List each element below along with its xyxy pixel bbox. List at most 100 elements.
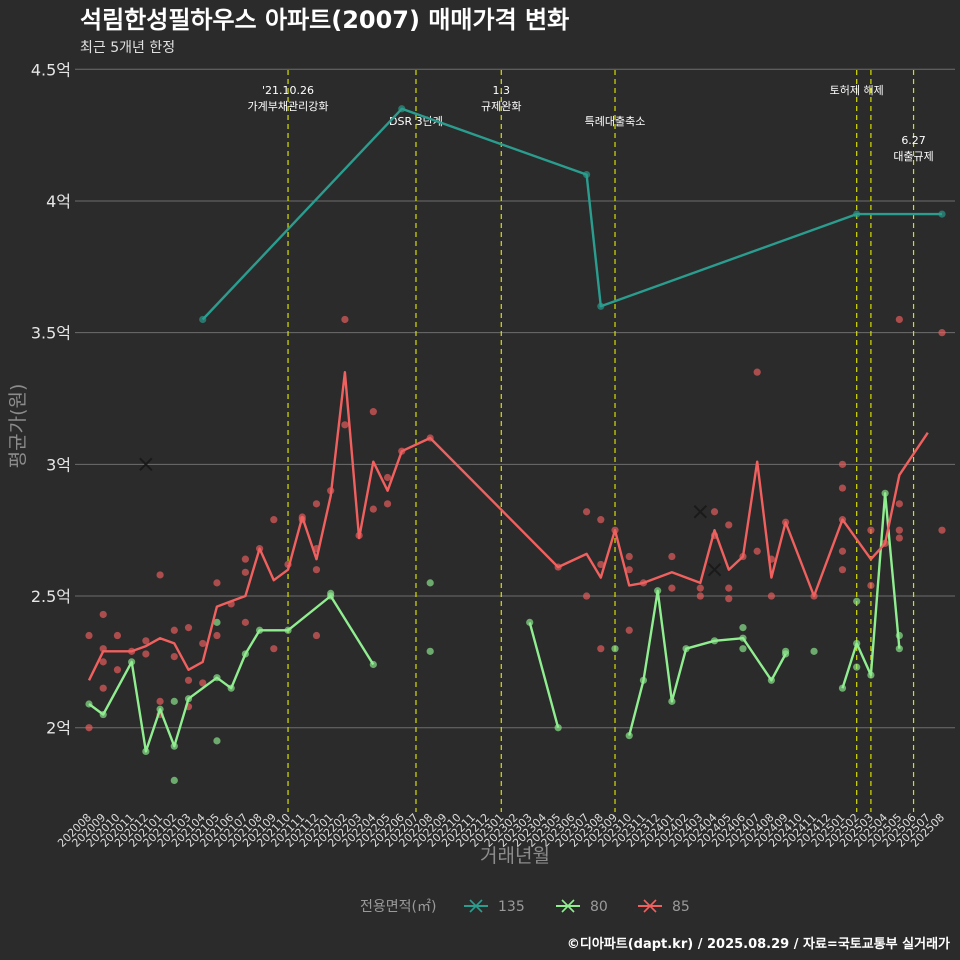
data-point-80 xyxy=(426,579,434,587)
data-point-85 xyxy=(725,595,733,603)
data-point-85 xyxy=(341,421,349,429)
data-point-80 xyxy=(625,732,633,740)
data-point-85 xyxy=(838,547,847,555)
event-label: 가계부채관리강화 xyxy=(248,100,329,113)
data-point-85 xyxy=(199,639,207,648)
series-line-80 xyxy=(528,622,560,729)
data-point-85 xyxy=(625,566,633,574)
data-point-80 xyxy=(213,737,221,745)
data-point-85 xyxy=(668,584,676,592)
data-point-85 xyxy=(625,552,633,561)
data-point-80 xyxy=(426,647,434,655)
data-point-85 xyxy=(85,724,93,732)
data-point-80 xyxy=(170,776,178,784)
data-point-85 xyxy=(895,500,903,508)
event-label: '21.10.26 xyxy=(262,84,314,97)
data-point-85 xyxy=(383,473,392,482)
data-point-85 xyxy=(938,526,946,534)
y-tick-label: 2억 xyxy=(46,719,71,738)
series-line-80 xyxy=(628,589,787,736)
data-point-85 xyxy=(725,584,733,592)
data-point-85 xyxy=(895,526,903,534)
event-label: 특례대출축소 xyxy=(585,115,646,128)
y-tick-label: 3.5억 xyxy=(31,324,71,343)
data-point-80 xyxy=(526,618,534,626)
data-point-85 xyxy=(369,505,377,513)
event-label: 토허제 해제 xyxy=(830,83,884,97)
data-point-85 xyxy=(184,624,193,632)
data-point-80 xyxy=(554,724,562,732)
data-point-85 xyxy=(625,626,633,634)
y-axis-title: 평균가(원) xyxy=(7,384,29,469)
data-point-80 xyxy=(170,697,178,705)
data-point-85 xyxy=(582,508,591,516)
data-point-85 xyxy=(938,329,946,337)
data-point-85 xyxy=(582,592,591,600)
data-point-85 xyxy=(753,547,761,555)
data-point-80 xyxy=(611,645,619,653)
event-label: 규제완화 xyxy=(481,100,521,113)
legend-key-cross xyxy=(643,899,657,913)
x-axis-title: 거래년월 xyxy=(480,845,550,867)
data-point-85 xyxy=(867,581,875,590)
data-point-85 xyxy=(668,552,676,561)
data-point-85 xyxy=(597,645,605,653)
event-label: 대출규제 xyxy=(893,150,933,163)
data-point-85 xyxy=(597,516,605,524)
event-label: 1.3 xyxy=(493,84,511,97)
legend-title: 전용면적(㎡) xyxy=(360,899,436,915)
data-point-85 xyxy=(312,566,321,574)
page-title: 석림한성필하우스 아파트(2007) 매매가격 변화 xyxy=(80,6,569,34)
y-tick-label: 2.5억 xyxy=(31,587,71,606)
data-point-85 xyxy=(142,637,150,645)
data-point-85 xyxy=(241,618,249,626)
legend-label: 80 xyxy=(590,899,608,915)
data-point-85 xyxy=(85,631,93,640)
cross-marker-85 xyxy=(693,505,708,519)
data-point-85 xyxy=(199,679,207,687)
data-point-85 xyxy=(113,666,122,674)
data-point-85 xyxy=(270,516,278,524)
data-point-85 xyxy=(99,658,107,666)
data-point-85 xyxy=(767,592,776,600)
data-point-85 xyxy=(895,315,903,324)
data-point-80 xyxy=(782,647,790,655)
data-point-85 xyxy=(312,500,321,508)
data-point-85 xyxy=(142,650,150,658)
data-point-85 xyxy=(270,645,278,653)
data-point-85 xyxy=(213,631,221,640)
y-tick-label: 4.5억 xyxy=(31,60,71,79)
data-point-85 xyxy=(241,555,249,563)
data-point-85 xyxy=(113,631,122,640)
data-point-85 xyxy=(696,584,704,592)
data-point-85 xyxy=(341,315,349,324)
data-point-85 xyxy=(170,626,178,634)
data-point-85 xyxy=(710,508,719,516)
series-line-85 xyxy=(87,371,929,681)
data-point-80 xyxy=(739,624,747,632)
data-point-85 xyxy=(597,560,605,569)
series-line-80 xyxy=(88,594,375,753)
data-point-85 xyxy=(383,500,392,508)
legend-label: 85 xyxy=(672,899,690,915)
page-subtitle: 최근 5개년 한정 xyxy=(80,40,175,56)
data-point-85 xyxy=(838,566,847,574)
source-caption: ©디아파트(dapt.kr) / 2025.08.29 / 자료=국토교통부 실… xyxy=(567,936,950,952)
data-point-85 xyxy=(184,676,193,684)
data-point-80 xyxy=(853,597,861,605)
cross-marker-85 xyxy=(139,457,153,472)
grid-lines xyxy=(75,68,955,729)
cross-marker-85 xyxy=(707,562,722,577)
legend-key-cross xyxy=(469,899,483,913)
data-point-85 xyxy=(156,571,164,579)
y-tick-label: 3억 xyxy=(46,455,71,474)
data-point-85 xyxy=(696,592,704,600)
legend-label: 135 xyxy=(498,899,525,915)
data-point-85 xyxy=(725,521,733,529)
data-point-80 xyxy=(213,618,221,626)
data-point-85 xyxy=(99,684,107,692)
data-point-85 xyxy=(895,534,903,542)
data-point-85 xyxy=(213,579,221,587)
